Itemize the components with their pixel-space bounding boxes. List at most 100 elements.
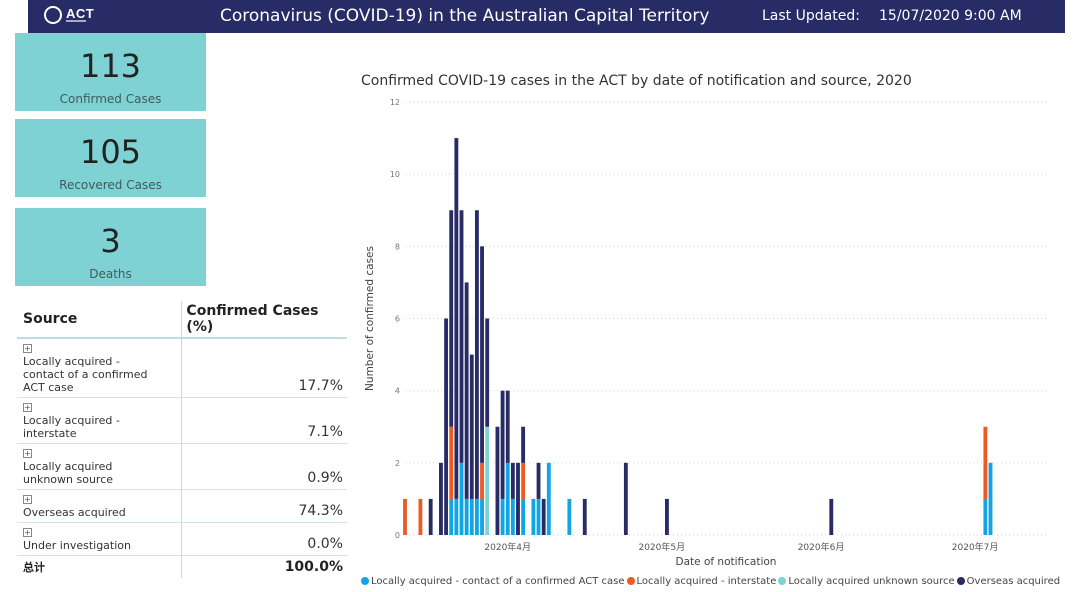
bar-segment (521, 498, 526, 535)
chart-legend: Locally acquired - contact of a confirme… (361, 576, 1062, 587)
expand-icon[interactable]: + (23, 344, 32, 353)
bar-segment (500, 498, 505, 535)
bar-segment (485, 426, 490, 535)
deaths-label: Deaths (89, 267, 132, 281)
source-label: Locally acquired - interstate (23, 414, 120, 440)
legend-dot-icon (956, 577, 965, 585)
page-title: Coronavirus (COVID-19) in the Australian… (220, 6, 710, 26)
expand-icon[interactable]: + (23, 449, 32, 458)
bar-segment (428, 498, 433, 535)
bar-segment (582, 498, 587, 535)
act-logo-emblem-icon (44, 6, 62, 24)
bar-segment (988, 462, 993, 535)
bar-segment (516, 462, 520, 535)
y-tick-label: 6 (395, 315, 400, 324)
table-row[interactable]: + Overseas acquired 74.3% (17, 489, 347, 523)
bar-segment (485, 318, 490, 427)
expand-icon[interactable]: + (23, 528, 32, 537)
source-pct: 17.7% (181, 338, 347, 398)
bar-segment (521, 426, 526, 463)
bar-segment (983, 498, 988, 535)
bar-segment (464, 498, 469, 535)
source-column-header[interactable]: Source (17, 301, 182, 339)
x-tick-label: 2020年6月 (798, 541, 845, 553)
bar-segment (829, 498, 834, 535)
total-pct: 100.0% (181, 555, 347, 578)
table-row[interactable]: + Locally acquired - contact of a confirm… (17, 338, 347, 398)
legend-label: Locally acquired unknown source (788, 576, 955, 587)
legend-dot-icon (361, 577, 369, 585)
bar-segment (449, 498, 454, 535)
confirmed-pct-column-header[interactable]: Confirmed Cases (%) (181, 301, 347, 339)
table-row[interactable]: + Locally acquired - interstate 7.1% (17, 397, 347, 444)
chart-title: Confirmed COVID-19 cases in the ACT by d… (361, 73, 912, 89)
y-tick-label: 2 (395, 459, 400, 468)
x-tick-label: 2020年4月 (484, 541, 531, 553)
confirmed-cases-value: 113 (79, 47, 142, 85)
table-header-row: Source Confirmed Cases (%) (17, 301, 347, 339)
source-label: Locally acquired - contact of a confirme… (23, 355, 148, 394)
table-row[interactable]: + Under investigation 0.0% (17, 522, 347, 556)
legend-label: Overseas acquired (966, 576, 1061, 587)
bar-segment (567, 498, 572, 535)
x-tick-label: 2020年7月 (952, 541, 999, 553)
legend-item[interactable]: Locally acquired - contact of a confirme… (361, 576, 625, 587)
confirmed-cases-card[interactable]: 113 Confirmed Cases (15, 33, 206, 111)
bar-segment (459, 462, 464, 535)
bar-segment (623, 462, 628, 535)
bar-segment (510, 462, 515, 499)
bar-segment (454, 498, 459, 535)
bar-segment (531, 498, 536, 535)
y-axis-title: Number of confirmed cases (364, 246, 376, 391)
bar-segment (665, 498, 669, 535)
bar-segment (464, 282, 469, 499)
legend-label: Locally acquired - contact of a confirme… (371, 576, 625, 587)
header-bar: ACT Coronavirus (COVID-19) in the Austra… (28, 0, 1065, 33)
source-label: Locally acquired unknown source (23, 460, 114, 486)
bar-segment (403, 498, 407, 535)
act-government-logo: ACT (44, 5, 102, 27)
recovered-cases-card[interactable]: 105 Recovered Cases (15, 119, 206, 197)
bar-segment (444, 318, 449, 535)
source-label: Under investigation (23, 539, 131, 552)
total-label: 总计 (23, 561, 45, 574)
legend-item[interactable]: Locally acquired - interstate (626, 576, 777, 587)
x-axis-title: Date of notification (676, 556, 777, 568)
bar-segment (469, 498, 474, 535)
last-updated-label: Last Updated: (762, 8, 860, 24)
y-tick-label: 10 (390, 170, 400, 179)
cases-bar-chart: 0 2 4 6 8 10 12 2020年4月 2020年5月 2020年6月 2020年7月 Num… (364, 98, 1047, 568)
legend-label: Locally acquired - interstate (636, 576, 777, 587)
legend-item[interactable]: Overseas acquired (956, 576, 1061, 587)
bar-segment (459, 210, 464, 463)
legend-item[interactable]: Locally acquired unknown source (778, 576, 955, 587)
confirmed-cases-label: Confirmed Cases (59, 92, 162, 106)
bar-segment (541, 498, 546, 535)
bar-segment (480, 498, 484, 535)
table-row[interactable]: + Locally acquired unknown source 0.9% (17, 443, 347, 490)
bar-segment (469, 354, 474, 499)
bar-segment (510, 498, 515, 535)
y-tick-label: 12 (390, 98, 400, 107)
bar-segment (480, 246, 484, 463)
bar-segment (546, 462, 551, 535)
source-pct: 74.3% (181, 489, 347, 523)
legend-dot-icon (778, 577, 787, 585)
y-tick-label: 0 (395, 531, 400, 540)
x-tick-label: 2020年5月 (638, 541, 685, 553)
bar-segment (474, 498, 479, 535)
bar-segment (500, 390, 505, 499)
bar-segment (505, 390, 510, 463)
deaths-card[interactable]: 3 Deaths (15, 208, 206, 286)
bar-segment (449, 210, 454, 427)
expand-icon[interactable]: + (23, 403, 32, 412)
expand-icon[interactable]: + (23, 495, 32, 504)
bar-segment (505, 462, 510, 535)
bar-segment (449, 426, 454, 499)
bar-segment (983, 426, 988, 499)
deaths-value: 3 (100, 222, 121, 260)
bar-segment (495, 426, 500, 535)
bar-segment (454, 138, 459, 499)
bar-segment (480, 462, 484, 499)
logo-underline (66, 20, 86, 22)
